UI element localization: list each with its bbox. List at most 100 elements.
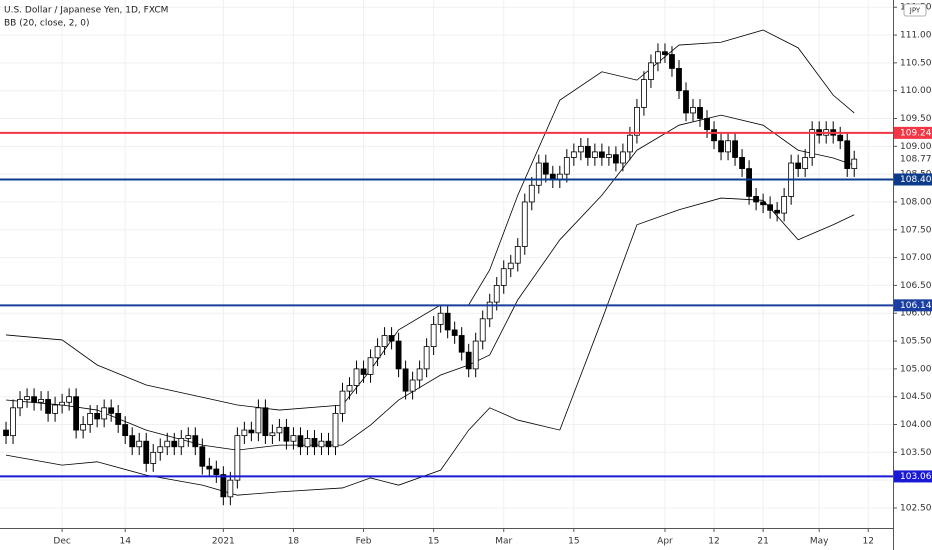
candle-body xyxy=(809,129,816,158)
candle-body xyxy=(381,335,388,348)
candle-body xyxy=(584,145,591,158)
y-tick-label: 110.000 xyxy=(900,86,932,96)
y-tick-label: 106.500 xyxy=(900,281,932,291)
candle-body xyxy=(444,312,451,331)
candle-body xyxy=(458,335,465,353)
candle-body xyxy=(283,426,290,442)
level-tag xyxy=(894,173,932,186)
candle-body xyxy=(3,429,9,437)
candle-body xyxy=(612,154,619,164)
x-tick-label: Dec xyxy=(53,537,70,547)
candle-body xyxy=(52,404,58,414)
candle-body xyxy=(150,451,157,464)
candle-body xyxy=(627,134,633,153)
candle-body xyxy=(45,399,51,414)
candle-body xyxy=(206,465,213,470)
candle-body xyxy=(739,157,745,169)
candle-body xyxy=(220,474,227,498)
candle-body xyxy=(353,368,360,386)
y-tick-label: 109.000 xyxy=(900,142,932,152)
candle-body xyxy=(136,440,143,448)
last-price-label: 108.770 xyxy=(900,155,932,165)
x-tick-label: 12 xyxy=(863,537,874,547)
candle-body xyxy=(367,357,374,375)
y-tick-label: 107.000 xyxy=(900,253,932,263)
y-tick-label: 109.500 xyxy=(900,114,932,124)
candle-body xyxy=(318,440,325,448)
candle-body xyxy=(479,318,486,342)
candle-body xyxy=(171,440,178,448)
y-tick-label: 106.000 xyxy=(900,309,932,319)
candle-body xyxy=(402,368,409,392)
candle-body xyxy=(59,401,66,406)
candle-body xyxy=(164,440,171,448)
candle-body xyxy=(655,51,661,64)
bollinger-lower xyxy=(5,197,855,496)
candle-body xyxy=(662,51,668,55)
candle-body xyxy=(753,196,759,203)
candle-body xyxy=(185,435,192,439)
candle-body xyxy=(718,140,724,153)
candle-body xyxy=(122,424,129,437)
candle-body xyxy=(143,440,150,464)
y-tick-label: 107.500 xyxy=(900,225,932,235)
candle-body xyxy=(521,201,528,247)
y-tick-label: 103.500 xyxy=(900,448,932,458)
level-label: 108.404 xyxy=(900,175,932,185)
candle-body xyxy=(570,151,577,158)
candle-body xyxy=(648,62,654,80)
y-tick-label: 104.500 xyxy=(900,392,932,402)
candle-body xyxy=(129,435,136,448)
y-tick-label: 104.000 xyxy=(900,420,932,430)
candle-body xyxy=(241,429,248,437)
candle-body xyxy=(423,346,430,370)
candle-body xyxy=(774,209,781,214)
candle-body xyxy=(844,140,851,169)
x-tick-label: 15 xyxy=(568,537,579,547)
x-tick-label: May xyxy=(810,537,829,547)
candle-body xyxy=(38,399,44,403)
candle-body xyxy=(234,435,241,481)
candle-body xyxy=(66,396,73,403)
candle-body xyxy=(108,407,115,414)
level-label: 103.067 xyxy=(900,472,932,482)
candle-body xyxy=(360,368,367,375)
x-tick-label: 14 xyxy=(119,537,131,547)
x-tick-label: Feb xyxy=(356,537,372,547)
candle-body xyxy=(157,446,164,453)
candle-body xyxy=(802,157,809,169)
candle-body xyxy=(500,268,507,286)
candle-body xyxy=(17,399,23,409)
candle-body xyxy=(725,140,731,153)
candle-body xyxy=(507,262,514,270)
x-tick-label: 18 xyxy=(288,537,300,547)
candle-body xyxy=(311,438,318,448)
candle-body xyxy=(290,435,297,442)
candle-body xyxy=(711,129,717,142)
level-tag xyxy=(894,470,932,483)
candle-body xyxy=(486,301,493,320)
candle-body xyxy=(430,323,437,348)
candle-body xyxy=(262,407,269,437)
candle-body xyxy=(325,440,332,448)
x-tick-label: 15 xyxy=(428,537,439,547)
candle-body xyxy=(542,162,549,175)
x-tick-label: 2021 xyxy=(212,537,235,547)
candle-body xyxy=(704,118,710,131)
candle-body xyxy=(87,412,94,425)
candle-body xyxy=(213,468,220,475)
candle-body xyxy=(746,168,752,197)
candle-body xyxy=(199,446,206,467)
candle-body xyxy=(493,285,500,303)
candle-body xyxy=(73,396,80,431)
candle-body xyxy=(732,140,738,158)
candle-body xyxy=(605,154,612,158)
candle-body xyxy=(332,412,339,448)
candle-body xyxy=(697,106,703,119)
candle-body xyxy=(837,134,844,142)
candle-body xyxy=(641,79,647,108)
candle-body xyxy=(276,426,283,434)
candle-body xyxy=(514,246,521,264)
candle-body xyxy=(683,90,689,114)
